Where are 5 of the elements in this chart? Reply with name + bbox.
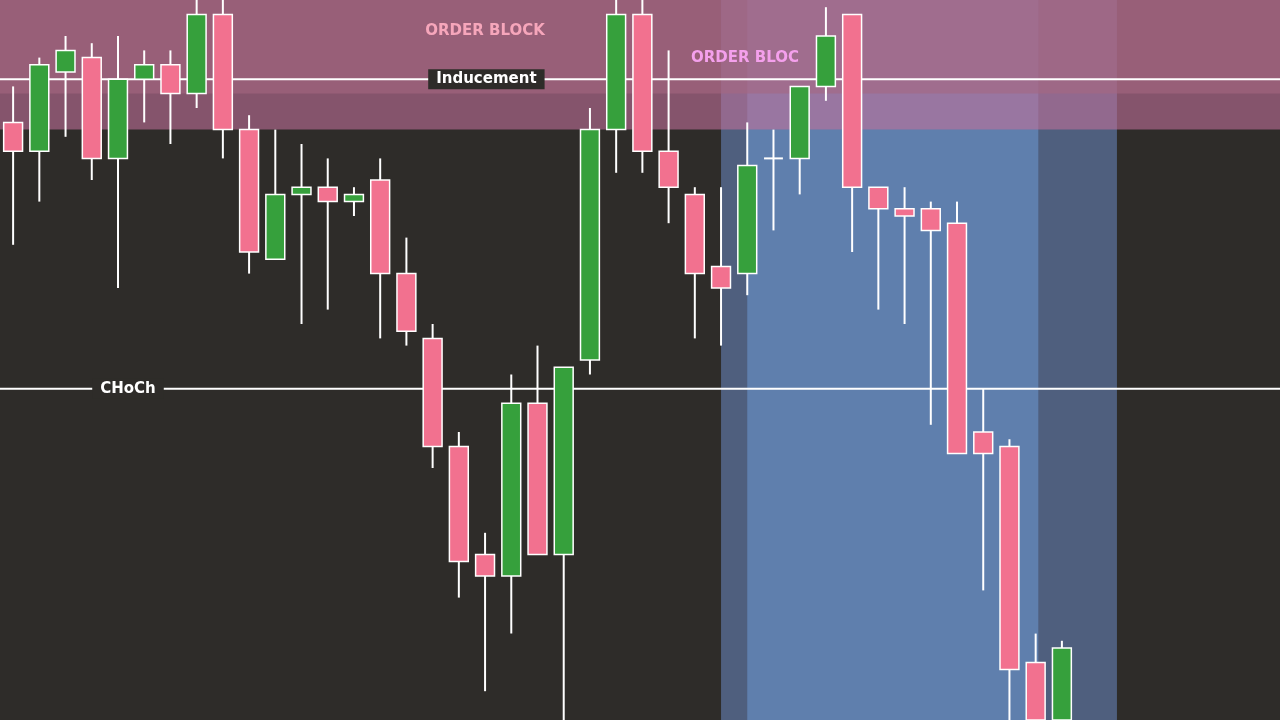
band-label: ORDER BLOC — [690, 48, 799, 67]
band-label: ORDER BLOCK — [425, 20, 547, 39]
candlestick — [763, 128, 784, 232]
ref-line-label: CHoCh — [100, 378, 156, 397]
ref-line-label: Inducement — [436, 69, 537, 88]
